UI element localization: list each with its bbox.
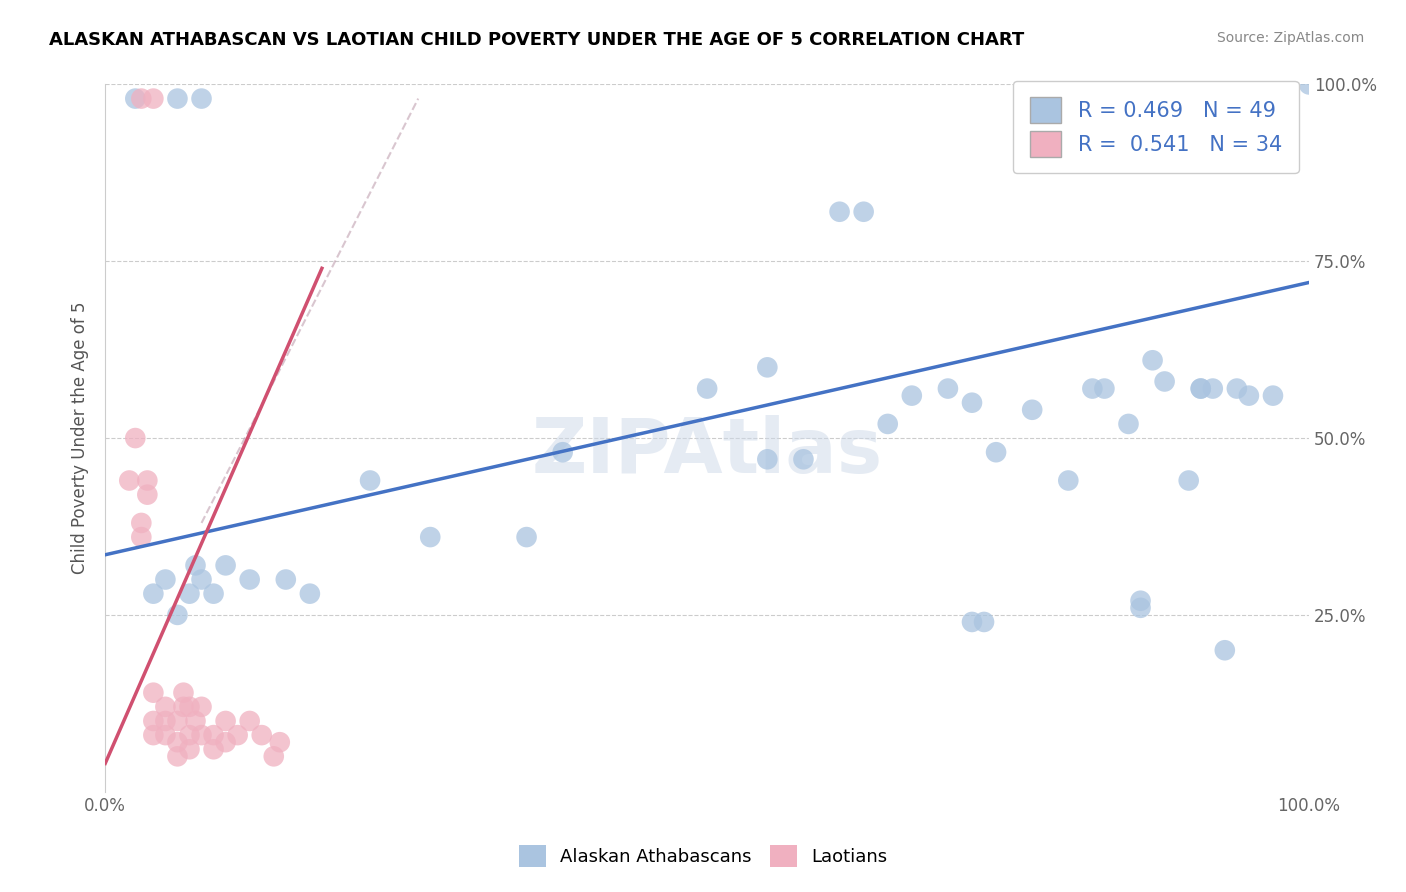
Point [179,587,201,601]
Point [190,699,212,714]
Point [226,728,249,742]
Point [131,92,153,106]
Point [1189,382,1212,396]
Point [551,445,574,459]
Point [202,728,225,742]
Point [172,686,194,700]
Legend: Alaskan Athabascans, Laotians: Alaskan Athabascans, Laotians [512,838,894,874]
Point [118,474,141,488]
Point [250,728,273,742]
Point [184,714,207,728]
Point [936,382,959,396]
Point [960,615,983,629]
Point [179,699,201,714]
Point [792,452,814,467]
Point [166,735,188,749]
Point [1237,389,1260,403]
Point [155,699,177,714]
Point [190,92,212,106]
Point [142,587,165,601]
Point [214,558,236,573]
Point [166,749,188,764]
Point [1081,382,1104,396]
Point [142,714,165,728]
Point [973,615,995,629]
Point [960,395,983,409]
Point [172,699,194,714]
Point [142,686,165,700]
Point [696,382,718,396]
Point [131,530,153,544]
Point [1261,389,1284,403]
Point [190,573,212,587]
Point [1202,382,1225,396]
Legend: R = 0.469   N = 49, R =  0.541   N = 34: R = 0.469 N = 49, R = 0.541 N = 34 [1014,80,1299,173]
Point [202,742,225,756]
Text: ALASKAN ATHABASCAN VS LAOTIAN CHILD POVERTY UNDER THE AGE OF 5 CORRELATION CHART: ALASKAN ATHABASCAN VS LAOTIAN CHILD POVE… [49,31,1025,49]
Point [1177,474,1199,488]
Point [419,530,441,544]
Point [239,573,262,587]
Point [1094,382,1116,396]
Point [263,749,285,764]
Point [166,92,188,106]
Point [876,417,898,431]
Point [1118,417,1140,431]
Point [1057,474,1080,488]
Point [142,92,165,106]
Point [901,389,924,403]
Point [214,714,236,728]
Point [1142,353,1164,368]
Point [1129,593,1152,607]
Point [269,735,291,749]
Point [239,714,262,728]
Point [1129,600,1152,615]
Point [214,735,236,749]
Point [155,573,177,587]
Text: Source: ZipAtlas.com: Source: ZipAtlas.com [1216,31,1364,45]
Point [136,474,159,488]
Point [166,714,188,728]
Point [184,558,207,573]
Text: ZIPAtlas: ZIPAtlas [531,415,883,489]
Point [166,607,188,622]
Point [124,92,146,106]
Point [756,452,779,467]
Point [179,742,201,756]
Point [131,516,153,530]
Point [984,445,1007,459]
Point [828,204,851,219]
Point [1226,382,1249,396]
Point [359,474,381,488]
Point [1021,402,1043,417]
Point [155,728,177,742]
Point [179,728,201,742]
Point [155,714,177,728]
Point [190,728,212,742]
Point [1153,375,1175,389]
Point [1189,382,1212,396]
Point [756,360,779,375]
Point [852,204,875,219]
Point [202,587,225,601]
Point [516,530,538,544]
Point [124,431,146,445]
Point [1298,78,1320,92]
Y-axis label: Child Poverty Under the Age of 5: Child Poverty Under the Age of 5 [72,301,89,574]
Point [136,488,159,502]
Point [274,573,297,587]
Point [1213,643,1236,657]
Point [142,728,165,742]
Point [298,587,321,601]
